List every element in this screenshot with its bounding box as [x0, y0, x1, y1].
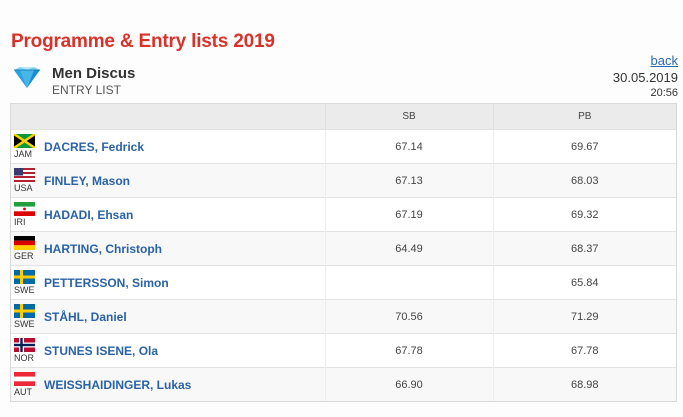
pb-cell: 68.37: [492, 231, 676, 266]
table-row: AUT WEISSHAIDINGER, Lukas 66.90 68.98: [11, 367, 676, 401]
sb-cell: [324, 265, 493, 300]
usa-flag-icon: [14, 168, 35, 182]
page-title: Programme & Entry lists 2019: [11, 31, 275, 52]
sb-cell: 67.14: [324, 129, 493, 164]
sb-cell: 67.19: [324, 197, 493, 232]
pb-cell: 68.98: [492, 367, 676, 401]
table-row: SWE STÅHL, Daniel 70.56 71.29: [11, 299, 676, 334]
athlete-name-link[interactable]: WEISSHAIDINGER, Lukas: [44, 377, 192, 392]
table-row: GER HARTING, Christoph 64.49 68.37: [11, 231, 676, 266]
athlete-name-link[interactable]: FINLEY, Mason: [44, 173, 131, 188]
back-link[interactable]: back: [650, 53, 678, 68]
sb-cell: 70.56: [324, 299, 493, 334]
athlete-name-link[interactable]: PETTERSSON, Simon: [44, 275, 169, 290]
country-code: AUT: [14, 387, 32, 397]
athlete-name-link[interactable]: HADADI, Ehsan: [44, 207, 134, 222]
sweden-flag-icon: [14, 304, 35, 318]
athlete-name-link[interactable]: DACRES, Fedrick: [44, 139, 145, 154]
table-row: JAM DACRES, Fedrick 67.14 69.67: [11, 129, 676, 164]
country-code: GER: [14, 251, 34, 261]
table-row: NOR STUNES ISENE, Ola 67.78 67.78: [11, 333, 676, 368]
pb-cell: 65.84: [492, 265, 676, 300]
country-code: IRI: [14, 217, 26, 227]
sb-cell: 66.90: [324, 367, 493, 401]
sb-column-header: SB: [324, 104, 493, 130]
sb-cell: 67.13: [324, 163, 493, 198]
table-header-row: SB PB: [11, 104, 676, 130]
event-time: 20:56: [650, 87, 678, 99]
table-row: USA FINLEY, Mason 67.13 68.03: [11, 163, 676, 198]
table-row: IRI HADADI, Ehsan 67.19 69.32: [11, 197, 676, 232]
pb-cell: 67.78: [492, 333, 676, 368]
entry-list-table: SB PB JAM DACRES, Fedrick: [10, 103, 677, 402]
pb-column-header: PB: [492, 104, 676, 130]
pb-cell: 69.32: [492, 197, 676, 232]
country-code: USA: [14, 183, 33, 193]
norway-flag-icon: [14, 338, 35, 352]
event-date: 30.05.2019: [612, 70, 678, 85]
pb-cell: 71.29: [492, 299, 676, 334]
sweden-flag-icon: [14, 270, 35, 284]
athlete-column-header: [11, 104, 325, 130]
sb-cell: 67.78: [324, 333, 493, 368]
athlete-name-link[interactable]: STÅHL, Daniel: [44, 309, 127, 324]
event-subtitle: ENTRY LIST: [52, 83, 121, 97]
athlete-name-link[interactable]: HARTING, Christoph: [44, 241, 162, 256]
iran-flag-icon: [14, 202, 35, 216]
country-code: JAM: [14, 149, 32, 159]
event-name: Men Discus: [52, 65, 136, 82]
austria-flag-icon: [14, 372, 35, 386]
diamond-icon: [11, 66, 43, 90]
pb-cell: 68.03: [492, 163, 676, 198]
country-code: SWE: [14, 285, 35, 295]
jamaica-flag-icon: [14, 134, 35, 148]
germany-flag-icon: [14, 236, 35, 250]
table-row: SWE PETTERSSON, Simon 65.84: [11, 265, 676, 300]
country-code: SWE: [14, 319, 35, 329]
sb-cell: 64.49: [324, 231, 493, 266]
pb-cell: 69.67: [492, 129, 676, 164]
athlete-name-link[interactable]: STUNES ISENE, Ola: [44, 343, 159, 358]
country-code: NOR: [14, 353, 34, 363]
